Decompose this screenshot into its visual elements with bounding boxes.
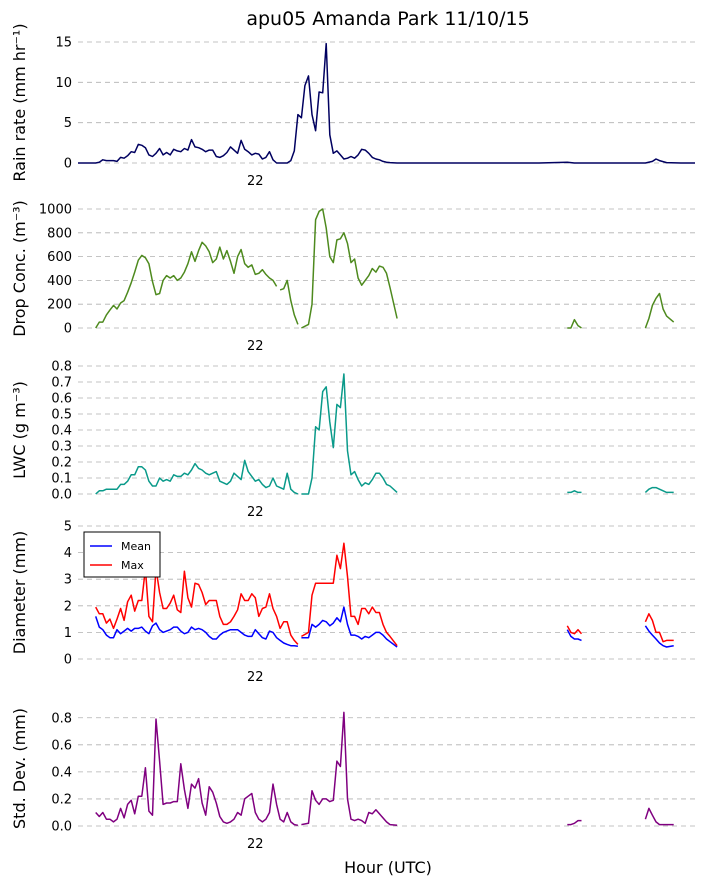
x-tick-label: 22 [247, 670, 264, 685]
series-line [301, 208, 398, 329]
y-tick-label: 1000 [39, 203, 72, 218]
legend-frame [83, 531, 161, 578]
y-tick-label: 0 [64, 322, 72, 337]
y-tick-label: 200 [47, 298, 72, 313]
y-axis-label: Drop Conc. (m⁻³) [10, 200, 29, 337]
series-line-max [95, 567, 299, 645]
y-tick-label: 4 [64, 546, 72, 561]
series-line-mean [566, 629, 582, 642]
y-tick-label: 5 [64, 116, 72, 131]
series-line-mean [644, 625, 674, 648]
x-axis-label: Hour (UTC) [344, 858, 432, 877]
x-tick-label: 22 [247, 837, 264, 852]
series-line [567, 819, 582, 826]
series-line [301, 711, 398, 827]
y-tick-label: 400 [47, 274, 72, 289]
legend: Mean Max [83, 531, 161, 578]
legend-label: Max [121, 559, 144, 572]
series-line-mean [301, 606, 398, 648]
y-tick-label: 800 [47, 226, 72, 241]
x-tick-label: 22 [247, 339, 264, 354]
series-line [644, 486, 674, 494]
y-axis-label: Std. Dev. (mm) [10, 708, 29, 829]
y-tick-label: 10 [55, 76, 72, 91]
series-line-max [644, 613, 674, 643]
y-tick-label: 0.0 [51, 488, 72, 503]
series-line [301, 373, 398, 495]
y-tick-label: 0.6 [51, 392, 72, 407]
y-axis-label: LWC (g m⁻³) [10, 381, 29, 479]
y-tick-label: 0.5 [51, 408, 72, 423]
y-tick-label: 600 [47, 250, 72, 265]
y-tick-label: 0.0 [51, 820, 72, 835]
y-tick-label: 0.8 [51, 360, 72, 375]
y-tick-label: 1 [64, 626, 72, 641]
y-tick-label: 0.6 [51, 738, 72, 753]
series-line [279, 279, 299, 325]
y-tick-label: 2 [64, 599, 72, 614]
y-tick-label: 0.2 [51, 456, 72, 471]
y-tick-label: 5 [64, 520, 72, 535]
series-line [95, 241, 278, 329]
y-tick-label: 0 [64, 653, 72, 668]
series-line-max [566, 625, 583, 635]
series-line [567, 318, 582, 329]
legend-label: Mean [121, 540, 151, 553]
y-tick-label: 0.4 [51, 424, 72, 439]
series-line [78, 42, 695, 164]
figure-title: apu05 Amanda Park 11/10/15 [246, 8, 529, 30]
x-tick-label: 22 [247, 174, 264, 189]
panel-2: 0 200 400 600 800 1000 22 Drop Conc. (m⁻³) [10, 200, 695, 354]
y-tick-label: 0.2 [51, 792, 72, 807]
y-tick-label: 15 [55, 36, 72, 51]
y-tick-label: 0.1 [51, 472, 72, 487]
y-tick-label: 0 [64, 157, 72, 172]
y-axis-label: Rain rate (mm hr⁻¹) [10, 23, 29, 181]
x-tick-label: 22 [247, 505, 264, 520]
series-line [644, 807, 674, 826]
panel-4: 0 1 2 3 4 5 22 Diameter (mm) Mean Max [10, 520, 695, 685]
panel-3: 0.00.10.20.30.40.50.60.70.8 22 LWC (g m⁻³) [10, 360, 695, 520]
series-line [567, 490, 582, 494]
y-tick-label: 0.8 [51, 711, 72, 726]
series-line-max [301, 542, 398, 647]
y-tick-label: 0.7 [51, 376, 72, 391]
series-line [644, 292, 675, 329]
y-tick-label: 3 [64, 573, 72, 588]
y-tick-label: 0.4 [51, 765, 72, 780]
series-line-mean [94, 616, 299, 647]
y-axis-label: Diameter (mm) [10, 531, 29, 654]
panel-1: 0 5 10 15 22 Rain rate (mm hr⁻¹) [10, 23, 695, 189]
series-line [95, 459, 299, 495]
series-line [95, 718, 299, 827]
y-tick-label: 0.3 [51, 440, 72, 455]
panel-5: 0.0 0.2 0.4 0.6 0.8 22 Std. Dev. (mm) [10, 708, 695, 852]
